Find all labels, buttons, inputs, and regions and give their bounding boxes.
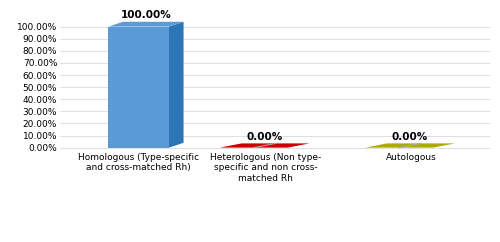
Polygon shape: [220, 143, 310, 148]
Text: Autologous: Autologous: [386, 153, 436, 162]
Polygon shape: [108, 27, 169, 148]
Text: 0.00%: 0.00%: [246, 132, 283, 142]
Text: 0.00%: 0.00%: [392, 132, 428, 142]
Polygon shape: [365, 143, 455, 148]
Text: Homologous (Type-specific
and cross-matched Rh): Homologous (Type-specific and cross-matc…: [78, 153, 200, 173]
Text: Heterologous (Non type-
specific and non cross-
matched Rh: Heterologous (Non type- specific and non…: [210, 153, 322, 183]
Text: 100.00%: 100.00%: [120, 10, 172, 20]
Polygon shape: [169, 22, 184, 148]
Polygon shape: [108, 22, 184, 27]
